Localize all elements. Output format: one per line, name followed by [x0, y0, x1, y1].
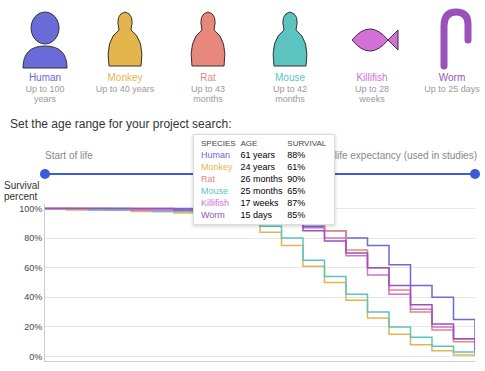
html-text:85%: 85% [287, 210, 306, 220]
html-text:Start of life: Start of life [45, 150, 93, 161]
html-text:87%: 87% [287, 198, 306, 208]
html-text:Mouse: Mouse [201, 186, 228, 196]
html-text:Up to 42 months: Up to 42 months [273, 84, 307, 104]
html-text:life expectancy (used in studi: life expectancy (used in studies) [334, 150, 477, 161]
html-text:Up to 100 years: Up to 100 years [25, 84, 65, 104]
svg-text:80%: 80% [24, 233, 42, 243]
html-text:61%: 61% [287, 162, 306, 172]
html-text:Up to 40 years: Up to 40 years [95, 84, 155, 94]
html-text:SPECIES: SPECIES [201, 139, 236, 148]
html-text:Worm: Worm [201, 210, 225, 220]
html-text:25 months: 25 months [240, 186, 283, 196]
html-text:17 weeks: 17 weeks [240, 198, 279, 208]
svg-text:40%: 40% [24, 292, 42, 302]
html-text:Survival percent: Survival percent [4, 180, 40, 202]
svg-text:20%: 20% [24, 322, 42, 332]
html-text:Human: Human [201, 150, 230, 160]
html-text:Killifish: Killifish [201, 198, 229, 208]
html-text:Human: Human [28, 72, 62, 83]
html-text:24 years: 24 years [240, 162, 275, 172]
svg-text:0%: 0% [29, 352, 42, 362]
html-text:Killifish: Killifish [356, 72, 388, 83]
html-text:Worm: Worm [438, 72, 466, 83]
html-text:SURVIVAL: SURVIVAL [287, 139, 327, 148]
html-text:90%: 90% [287, 174, 306, 184]
html-text:Rat: Rat [200, 72, 216, 83]
svg-text:60%: 60% [24, 263, 42, 273]
html-text:15 days: 15 days [240, 210, 272, 220]
html-text:AGE: AGE [240, 139, 258, 148]
html-text:Monkey: Monkey [107, 72, 143, 83]
html-text:26 months: 26 months [240, 174, 283, 184]
html-text:Monkey: Monkey [201, 162, 233, 172]
html-text:Up to 28 weeks: Up to 28 weeks [355, 84, 389, 104]
svg-text:100%: 100% [19, 204, 42, 214]
html-text:Mouse: Mouse [275, 72, 305, 83]
html-text:61 years: 61 years [240, 150, 275, 160]
html-text:65%: 65% [287, 186, 306, 196]
html-text:Up to 43 months: Up to 43 months [191, 84, 225, 104]
html-text:Set the age range for your pro: Set the age range for your project searc… [10, 117, 232, 131]
html-text:88%: 88% [287, 150, 306, 160]
html-text:Rat: Rat [201, 174, 215, 184]
html-text:Up to 25 days: Up to 25 days [424, 84, 480, 94]
